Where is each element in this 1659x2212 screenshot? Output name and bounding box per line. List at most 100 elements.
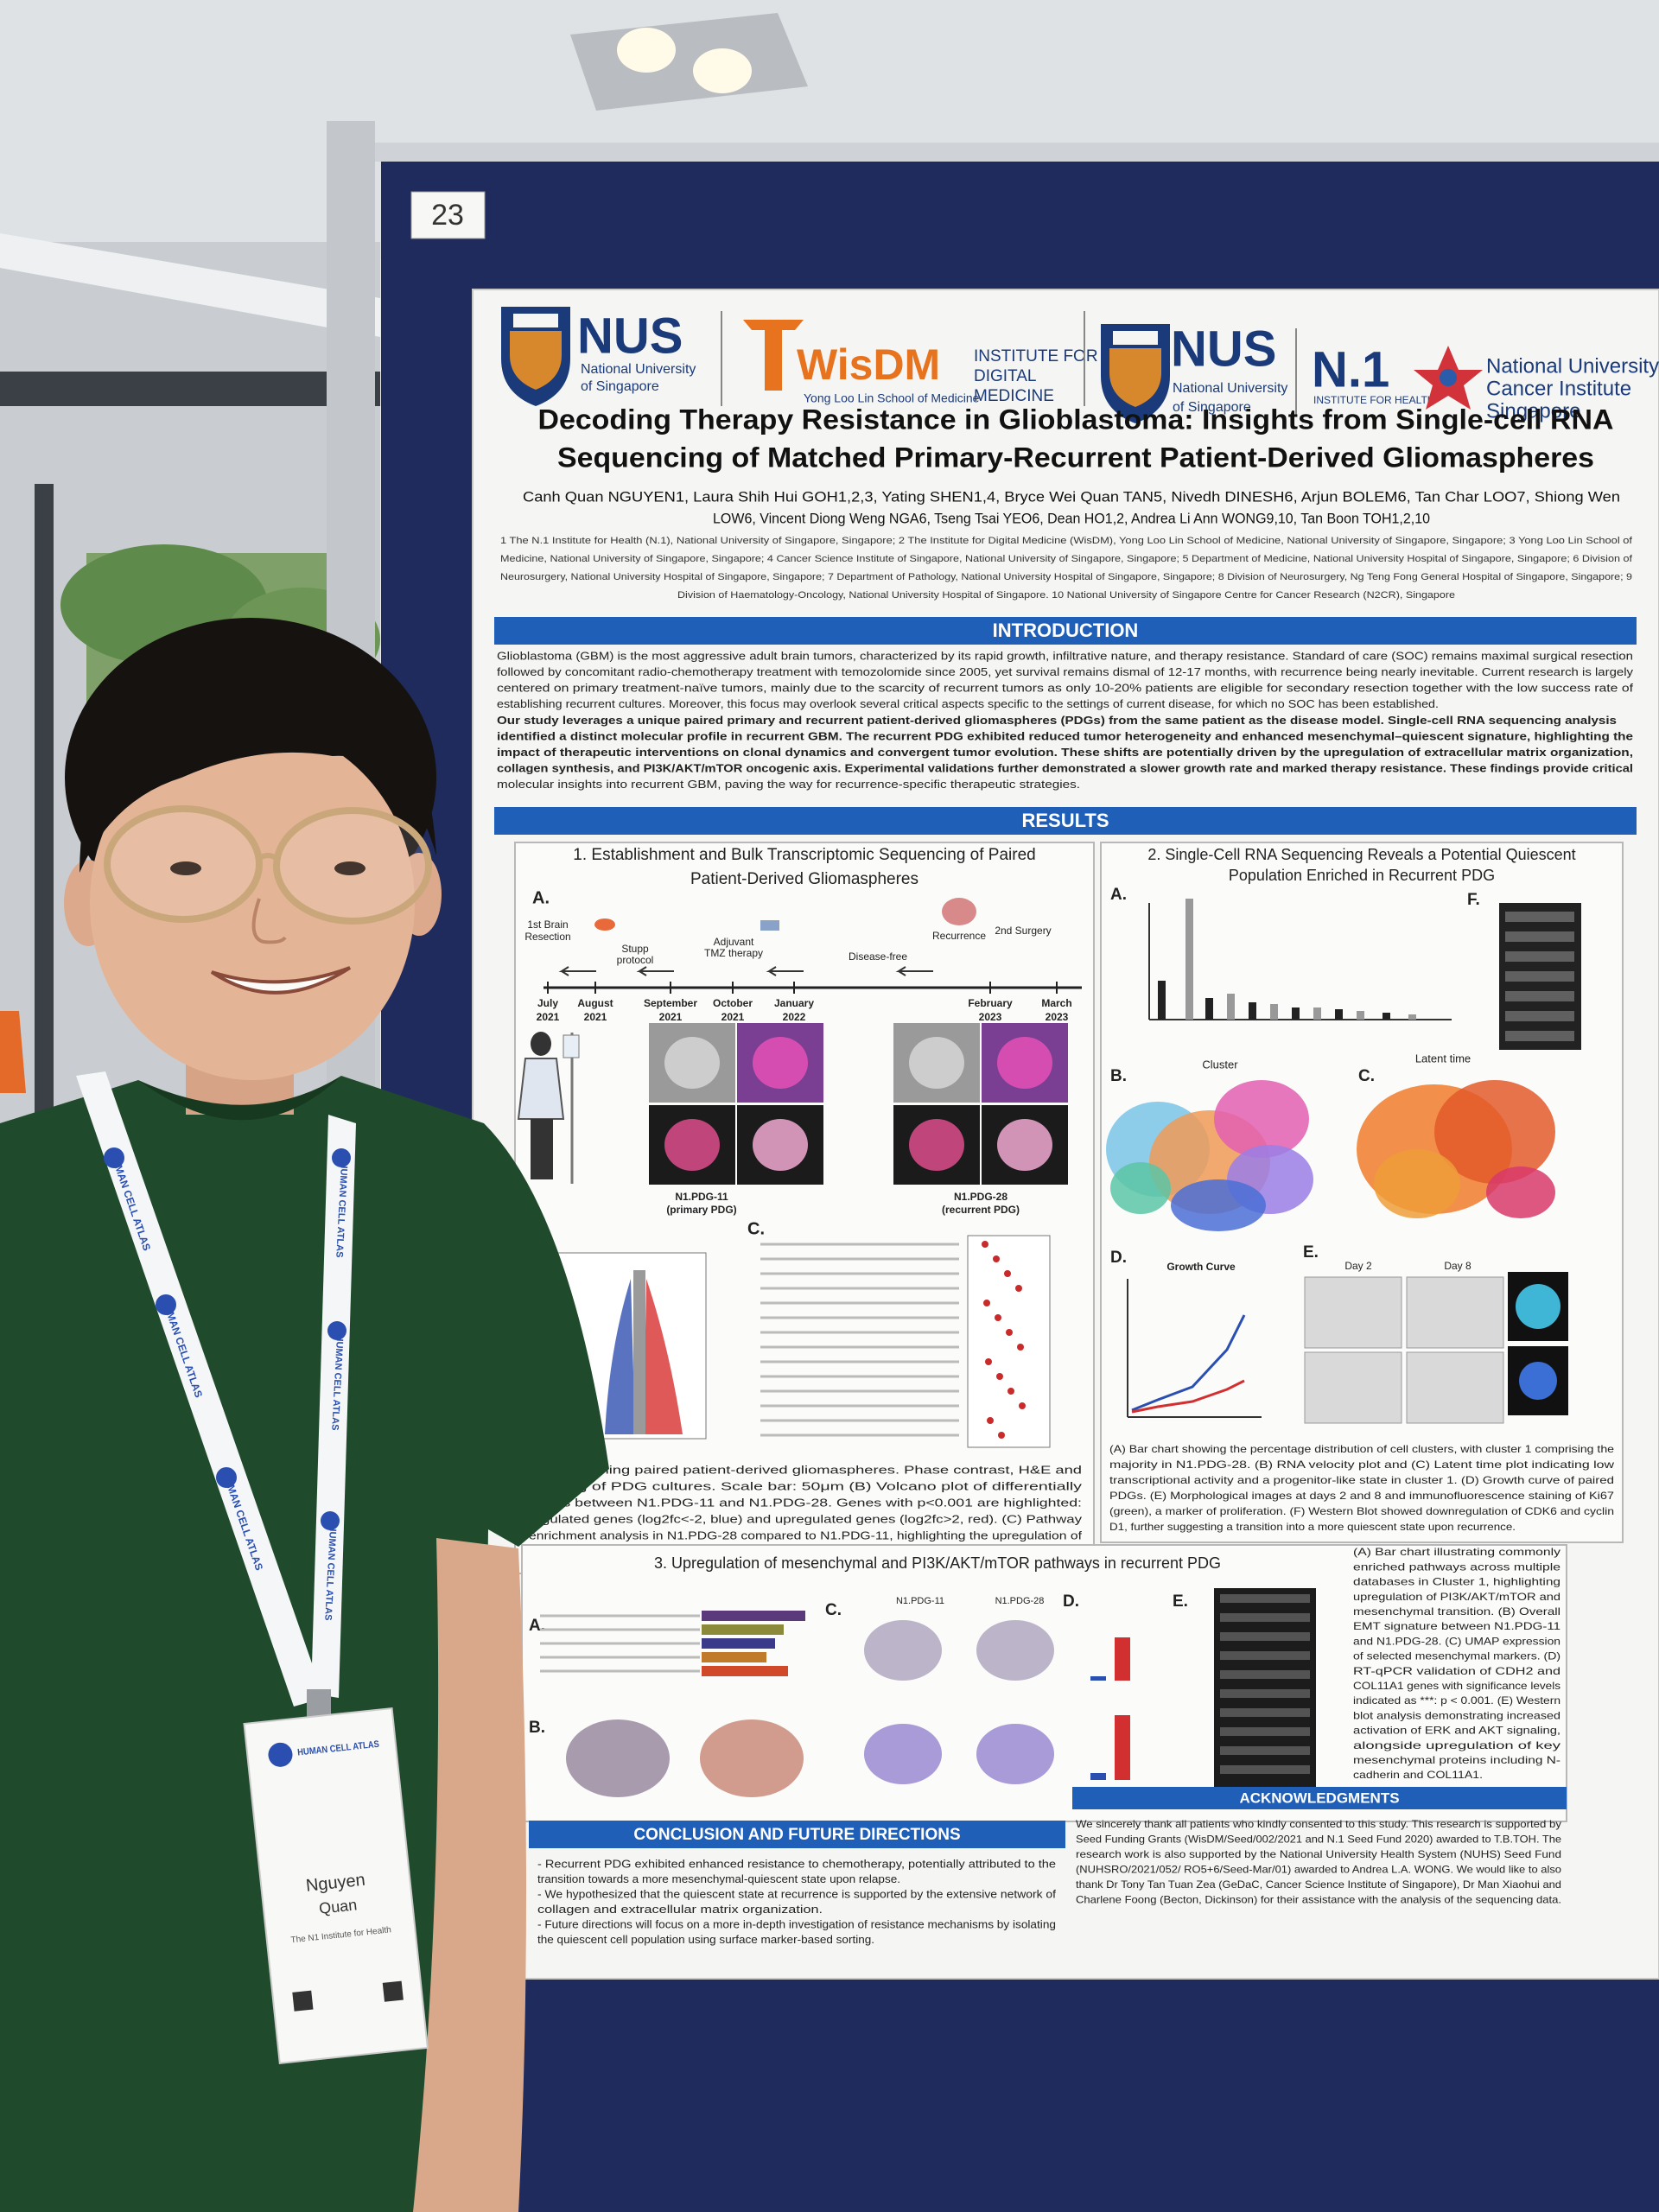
pathway-dot xyxy=(987,1417,994,1424)
umap-cluster xyxy=(1486,1166,1555,1218)
ack-line: research work is also supported by the N… xyxy=(1076,1848,1561,1860)
ack-line: Seed Funding Grants (WisDM/Seed/002/2021… xyxy=(1076,1834,1561,1846)
umap-cluster xyxy=(1110,1162,1171,1214)
sample-label: N1.PDG-11 xyxy=(675,1191,728,1203)
logo-text: NUS xyxy=(577,308,683,364)
ki67-cell xyxy=(1516,1284,1560,1329)
timeline-event: TMZ therapy xyxy=(704,947,763,959)
arm xyxy=(413,1538,526,2212)
logo-subtext: Yong Loo Lin School of Medicine xyxy=(804,391,980,405)
cell-sphere xyxy=(909,1037,964,1089)
board-number: 23 xyxy=(431,199,464,232)
crest-inner xyxy=(510,331,562,390)
board-number-card xyxy=(410,191,486,239)
caption-line: blot analysis demonstrating increased xyxy=(1353,1709,1560,1721)
lanyard-logo xyxy=(156,1294,176,1315)
umap-cluster xyxy=(864,1620,942,1681)
blot-band xyxy=(1505,931,1574,942)
plot-label: Day 8 xyxy=(1444,1260,1471,1272)
plot-label: Cluster xyxy=(1202,1058,1238,1071)
panel-title: Population Enriched in Recurrent PDG xyxy=(1229,867,1495,884)
timeline-date: 2021 xyxy=(584,1011,607,1023)
umap-cluster xyxy=(1171,1179,1266,1231)
crest-book xyxy=(1113,331,1158,345)
caption-line: activation of ERK and AKT signaling, xyxy=(1353,1725,1560,1737)
glasses-lens xyxy=(104,805,263,923)
cluster-bar xyxy=(1158,981,1166,1020)
sample-label: N1.PDG-28 xyxy=(995,1596,1045,1606)
timeline-date: March xyxy=(1041,997,1071,1009)
caption-line: D1, further suggesting a transition into… xyxy=(1109,1521,1516,1533)
umap-cluster xyxy=(566,1719,670,1797)
timeline-date: 2021 xyxy=(537,1011,560,1023)
intro-line: identified a distinct molecular profile … xyxy=(497,729,1633,742)
western-blot xyxy=(1499,903,1581,1050)
logo-text: Singapore xyxy=(1486,399,1580,423)
pathway-dot xyxy=(983,1300,990,1306)
conclusion-line: - Recurrent PDG exhibited enhanced resis… xyxy=(537,1858,1056,1870)
cluster-bar xyxy=(1335,1009,1343,1020)
sample-label: (primary PDG) xyxy=(666,1204,736,1216)
morphology-image xyxy=(1304,1276,1402,1349)
morphology-image xyxy=(1406,1351,1504,1424)
badge-qr xyxy=(292,1990,314,2012)
blot-band xyxy=(1505,991,1574,1001)
intro-line: collagen synthesis, and PI3K/AKT/mTOR on… xyxy=(497,762,1633,775)
timeline-date: February xyxy=(968,997,1013,1009)
timeline-date: September xyxy=(644,997,697,1009)
logo-text: Cancer Institute xyxy=(1486,377,1631,400)
wisdm-icon xyxy=(743,320,804,391)
sample-label: (recurrent PDG) xyxy=(942,1204,1020,1216)
volcano-down xyxy=(605,1279,635,1434)
pathway-dot xyxy=(993,1255,1000,1262)
caption-line: of establishing paired patient-derived g… xyxy=(529,1464,1082,1476)
section-heading: ACKNOWLEDGMENTS xyxy=(1239,1789,1399,1806)
panel-title: 3. Upregulation of mesenchymal and PI3K/… xyxy=(654,1554,1221,1572)
poster-title: Decoding Therapy Resistance in Glioblast… xyxy=(538,404,1614,435)
window-frame xyxy=(0,372,380,406)
caption-line: transcriptional activity and a progenito… xyxy=(1109,1474,1614,1486)
caption-line: alongside upregulation of key xyxy=(1353,1739,1560,1751)
blot-band xyxy=(1505,951,1574,962)
plot-label: Latent time xyxy=(1415,1052,1471,1065)
eye xyxy=(170,861,201,875)
caption-line: and N1.PDG-28. (C) UMAP expression xyxy=(1353,1635,1560,1647)
timeline-arrow xyxy=(766,966,804,976)
ncis-icon-dot xyxy=(1440,369,1457,386)
collar xyxy=(138,1076,341,1121)
icon-vial xyxy=(760,920,779,931)
logo-text: WisDM xyxy=(797,340,940,389)
blot-band xyxy=(1220,1651,1310,1660)
umap-cluster xyxy=(700,1719,804,1797)
caption-line: RT-qPCR validation of CDH2 and xyxy=(1353,1665,1560,1677)
poster-title: Sequencing of Matched Primary-Recurrent … xyxy=(557,442,1594,473)
blot-band xyxy=(1220,1746,1310,1755)
affiliation-line: Medicine, National University of Singapo… xyxy=(500,554,1633,564)
timeline-event: Recurrence xyxy=(932,930,986,942)
blot-band xyxy=(1220,1765,1310,1774)
pathway-dot xyxy=(1006,1329,1013,1336)
intro-line: Glioblastoma (GBM) is the most aggressiv… xyxy=(497,649,1633,662)
lanyard-logo xyxy=(104,1147,124,1168)
cluster-bar xyxy=(1408,1014,1416,1020)
pathway-bar xyxy=(702,1652,766,1662)
blot-band xyxy=(1505,912,1574,922)
blot-band xyxy=(1220,1689,1310,1698)
timeline-date: 2021 xyxy=(721,1011,745,1023)
blot-band xyxy=(1220,1594,1310,1603)
pathway-dot xyxy=(998,1432,1005,1439)
conclusion-line: - We hypothesized that the quiescent sta… xyxy=(537,1888,1057,1900)
timeline-event: Stupp xyxy=(621,943,649,955)
cluster-bar xyxy=(1357,1011,1364,1020)
growth-line-2 xyxy=(1131,1379,1245,1414)
blot-band xyxy=(1220,1670,1310,1679)
caption-line: (A) Bar chart showing the percentage dis… xyxy=(1109,1443,1614,1455)
cell-sphere xyxy=(664,1037,720,1089)
pathway-dot xyxy=(1004,1270,1011,1277)
caption-line: upregulation of PI3K/AKT/mTOR and xyxy=(1353,1591,1560,1603)
blot-band xyxy=(1220,1708,1310,1717)
cluster-bar xyxy=(1313,1007,1321,1020)
blot-band xyxy=(1505,971,1574,982)
timeline-arrow xyxy=(636,966,674,976)
